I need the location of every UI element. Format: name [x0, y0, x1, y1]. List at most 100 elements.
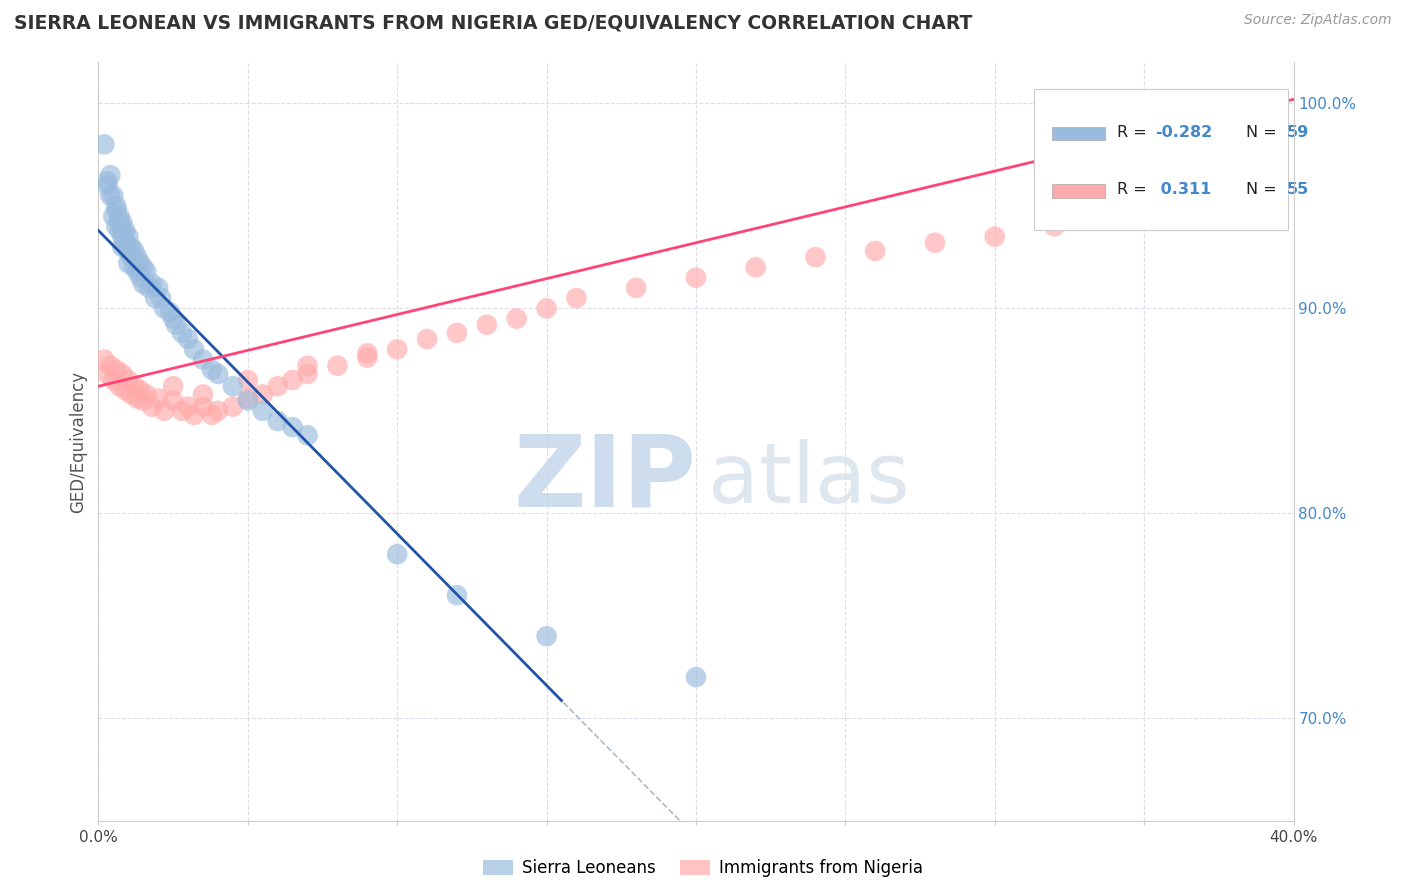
Point — [1223, 96, 1246, 111]
Point — [114, 235, 136, 250]
Text: 55: 55 — [1286, 182, 1309, 197]
Point — [111, 223, 134, 237]
Point — [148, 281, 170, 295]
Point — [236, 373, 259, 387]
Point — [108, 209, 131, 223]
Point — [132, 260, 155, 275]
Point — [108, 379, 131, 393]
Point — [124, 379, 146, 393]
Point — [236, 392, 259, 406]
Point — [475, 318, 498, 332]
Point — [120, 250, 142, 264]
Point — [127, 264, 149, 278]
Point — [105, 202, 128, 217]
Y-axis label: GED/Equivalency: GED/Equivalency — [69, 370, 87, 513]
Point — [172, 326, 194, 340]
Point — [105, 219, 128, 234]
Point — [804, 250, 827, 264]
Point — [98, 168, 122, 182]
Point — [252, 387, 274, 401]
Point — [356, 351, 378, 365]
Point — [117, 373, 139, 387]
Point — [124, 244, 146, 258]
Text: -0.282: -0.282 — [1156, 125, 1213, 140]
Point — [141, 277, 163, 291]
Point — [135, 264, 157, 278]
Point — [1104, 209, 1126, 223]
Point — [385, 547, 409, 561]
Point — [1043, 219, 1066, 234]
Point — [172, 404, 194, 418]
Point — [96, 367, 118, 381]
Point — [96, 174, 118, 188]
Text: ZIP: ZIP — [513, 431, 696, 528]
Point — [120, 387, 142, 401]
Point — [207, 367, 229, 381]
Point — [129, 270, 152, 285]
Text: Source: ZipAtlas.com: Source: ZipAtlas.com — [1244, 13, 1392, 28]
Point — [162, 379, 184, 393]
Text: SIERRA LEONEAN VS IMMIGRANTS FROM NIGERIA GED/EQUIVALENCY CORRELATION CHART: SIERRA LEONEAN VS IMMIGRANTS FROM NIGERI… — [14, 13, 973, 32]
Point — [114, 234, 136, 248]
Point — [93, 352, 115, 367]
Point — [626, 281, 648, 295]
Point — [236, 393, 259, 408]
Point — [222, 379, 245, 393]
Point — [685, 270, 707, 285]
Point — [565, 291, 588, 305]
Point — [98, 359, 122, 373]
Point — [201, 408, 224, 422]
Point — [129, 384, 152, 398]
Point — [153, 301, 176, 316]
Point — [111, 215, 134, 229]
Point — [150, 291, 173, 305]
Point — [117, 244, 139, 258]
Point — [252, 404, 274, 418]
Point — [117, 229, 139, 244]
Text: N =: N = — [1246, 182, 1282, 197]
Point — [191, 387, 214, 401]
Point — [103, 188, 125, 202]
Point — [111, 240, 134, 254]
Point — [124, 260, 146, 275]
Point — [93, 137, 115, 152]
Point — [267, 379, 290, 393]
Point — [117, 256, 139, 270]
Point — [162, 311, 184, 326]
Point — [685, 670, 707, 684]
Point — [148, 392, 170, 406]
Point — [127, 250, 149, 264]
Point — [356, 346, 378, 360]
Text: 59: 59 — [1286, 125, 1309, 140]
Point — [281, 373, 304, 387]
Point — [108, 223, 131, 237]
Point — [177, 400, 200, 414]
Point — [267, 414, 290, 428]
Point — [162, 393, 184, 408]
Point — [138, 281, 160, 295]
Point — [111, 367, 134, 381]
Point — [114, 384, 136, 398]
Point — [159, 305, 181, 319]
Point — [105, 363, 128, 377]
Point — [201, 363, 224, 377]
Point — [120, 240, 142, 254]
Point — [536, 301, 558, 316]
Legend: Sierra Leoneans, Immigrants from Nigeria: Sierra Leoneans, Immigrants from Nigeria — [477, 853, 929, 884]
Point — [153, 404, 176, 418]
Point — [183, 408, 205, 422]
Point — [446, 326, 468, 340]
Point — [191, 400, 214, 414]
Point — [416, 332, 439, 346]
Point — [183, 343, 205, 357]
Point — [506, 311, 529, 326]
Point — [129, 256, 152, 270]
Point — [297, 428, 319, 442]
Text: atlas: atlas — [709, 439, 910, 520]
Point — [191, 352, 214, 367]
Point — [108, 215, 131, 229]
Point — [297, 359, 319, 373]
Point — [132, 393, 155, 408]
Point — [105, 199, 128, 213]
Point — [132, 277, 155, 291]
